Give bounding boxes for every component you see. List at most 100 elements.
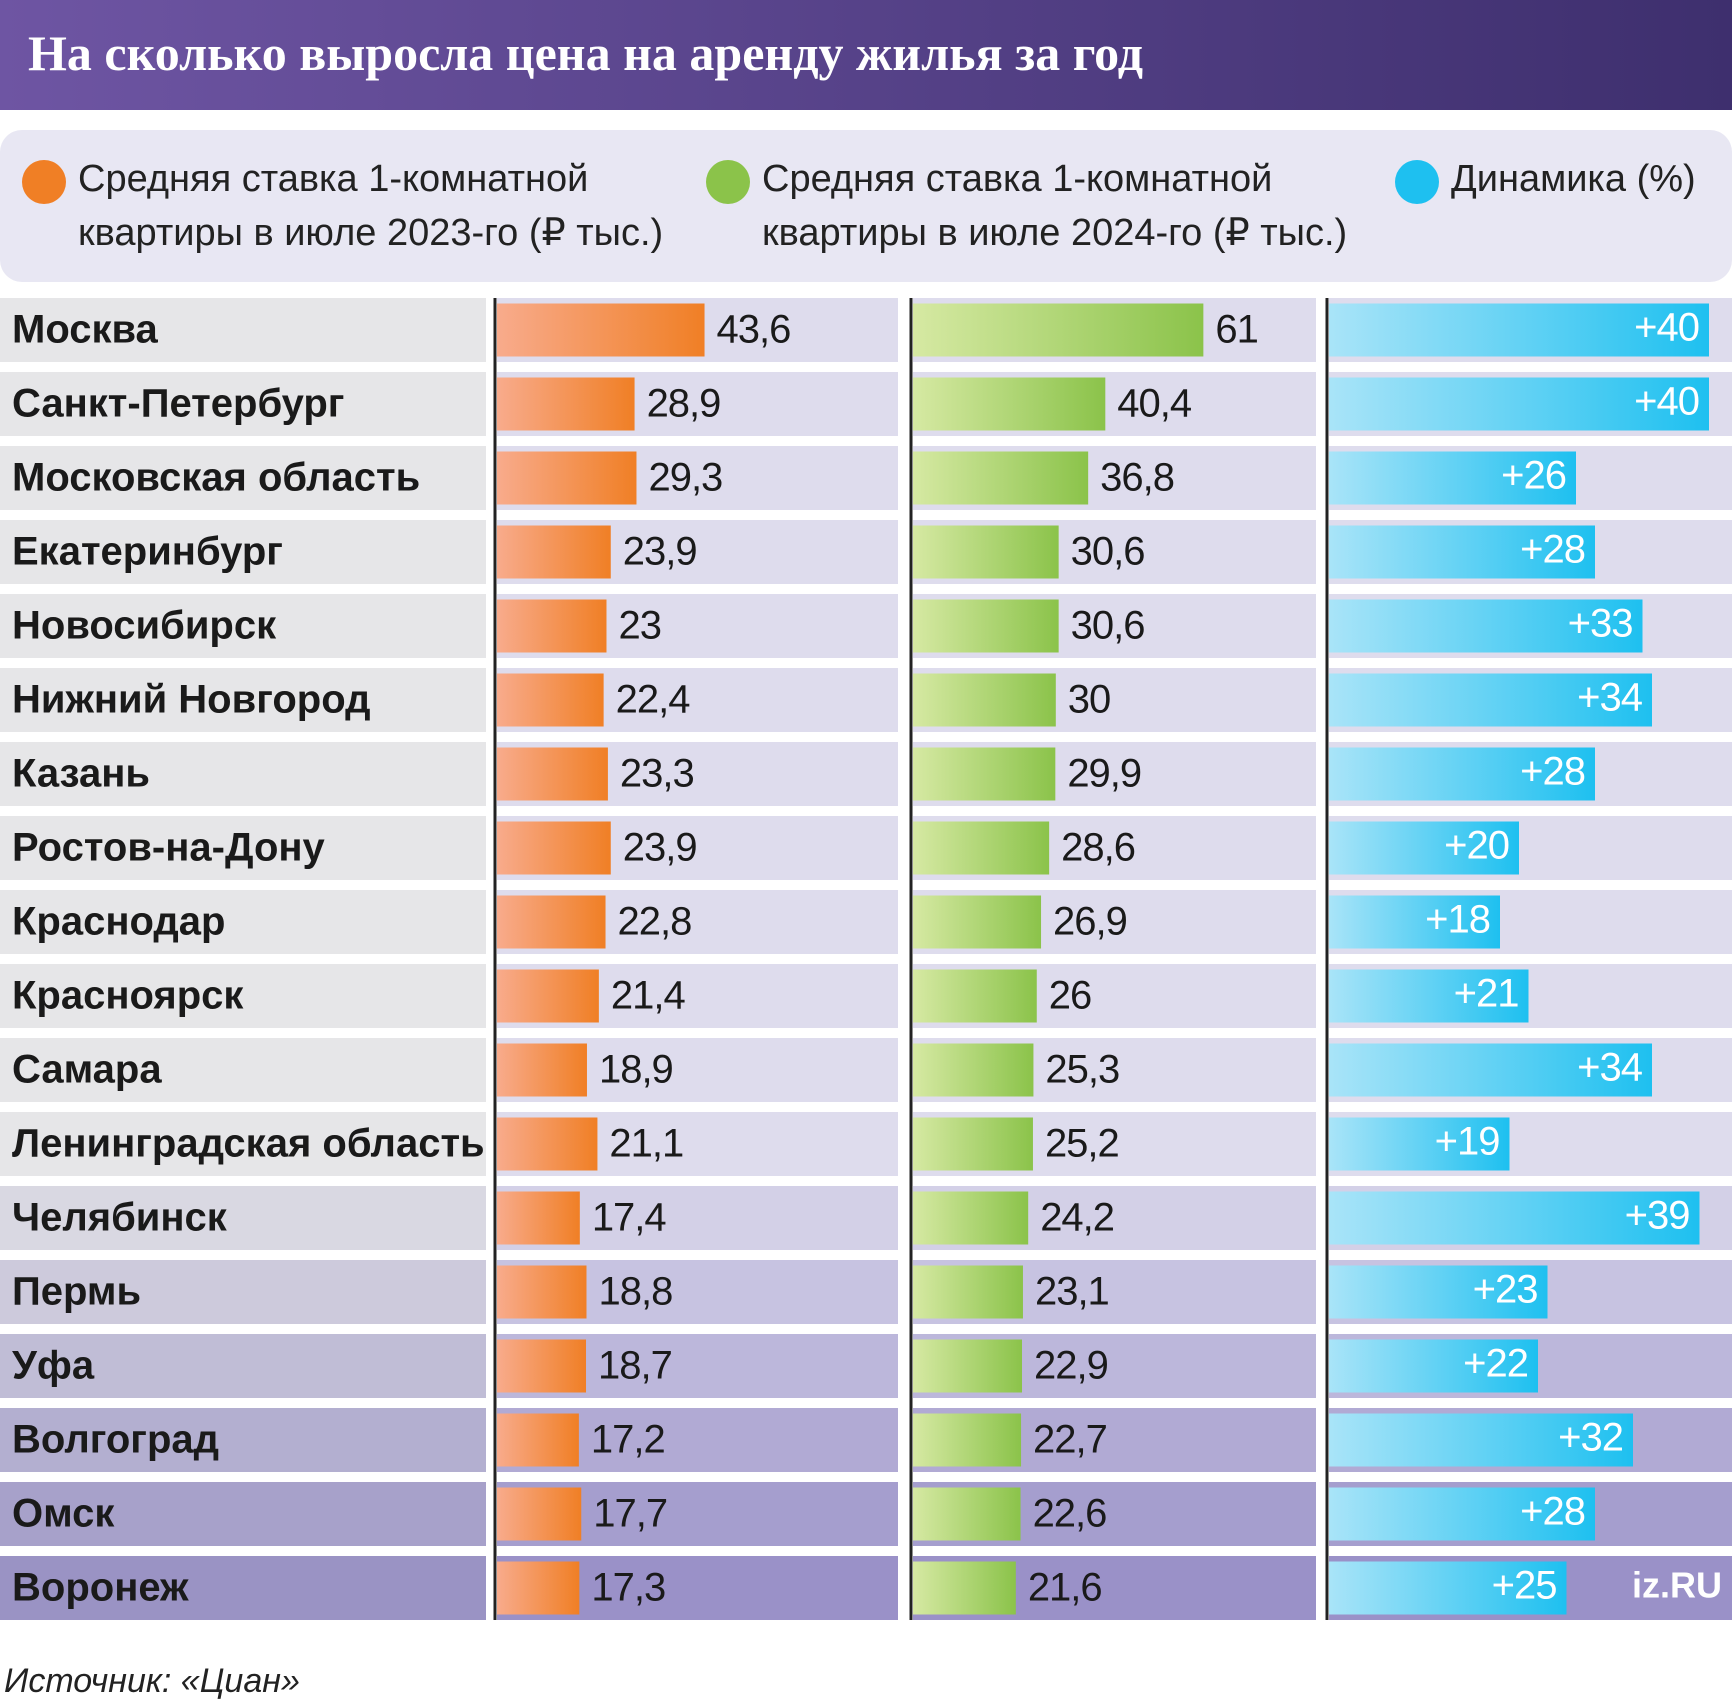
category-label: Самара <box>12 1048 162 1092</box>
value-label: +33 <box>1568 602 1633 646</box>
category-label: Ростов-на-Дону <box>12 826 326 870</box>
value-label: 23,9 <box>623 826 697 870</box>
value-label: 22,9 <box>1034 1344 1108 1388</box>
value-label: +26 <box>1501 454 1566 498</box>
bar <box>497 1117 598 1171</box>
bar <box>913 377 1106 431</box>
value-label: 26,9 <box>1053 900 1127 944</box>
legend-label: Динамика (%) <box>1451 158 1696 200</box>
value-label: 22,7 <box>1033 1418 1107 1462</box>
category-label: Ленинградская область <box>12 1122 485 1166</box>
legend-label: Средняя ставка 1-комнатной квартиры в ию… <box>78 158 664 254</box>
value-label: +25 <box>1492 1564 1557 1608</box>
category-label: Казань <box>12 752 150 796</box>
value-label: 22,6 <box>1033 1492 1107 1536</box>
bar <box>497 747 608 801</box>
bar <box>1329 1413 1633 1467</box>
value-label: +34 <box>1577 1046 1643 1090</box>
value-label: 18,7 <box>598 1344 672 1388</box>
value-label: +18 <box>1425 898 1490 942</box>
legend-swatch <box>22 160 66 204</box>
row-stripe <box>0 1556 486 1620</box>
row-stripe <box>0 964 486 1028</box>
bar <box>497 969 599 1023</box>
value-label: 26 <box>1049 974 1092 1018</box>
category-label: Воронеж <box>12 1566 189 1610</box>
chart-title: На сколько выросла цена на аренду жилья … <box>0 0 1732 110</box>
row-stripe <box>0 594 486 658</box>
bar <box>913 1561 1016 1615</box>
value-label: 43,6 <box>717 308 791 352</box>
bar <box>497 1339 587 1393</box>
row-stripe <box>0 372 486 436</box>
bar <box>1329 1117 1510 1171</box>
bar <box>1329 1487 1595 1541</box>
bar <box>497 1561 580 1615</box>
bar <box>497 303 705 357</box>
bar <box>1329 969 1529 1023</box>
category-label: Краснодар <box>12 900 225 944</box>
bar <box>497 451 637 505</box>
bar <box>913 1339 1023 1393</box>
bar <box>497 1413 579 1467</box>
bar <box>913 1117 1033 1171</box>
category-label: Уфа <box>12 1344 95 1388</box>
bar <box>913 1191 1029 1245</box>
bar <box>913 1043 1034 1097</box>
value-label: 24,2 <box>1040 1196 1114 1240</box>
bar <box>913 969 1037 1023</box>
value-label: +23 <box>1473 1268 1538 1312</box>
legend-label: Средняя ставка 1-комнатной квартиры в ию… <box>762 158 1348 254</box>
bar <box>1329 525 1595 579</box>
bar <box>1329 1265 1548 1319</box>
bar <box>913 895 1042 949</box>
bar <box>913 747 1056 801</box>
value-label: 22,8 <box>618 900 692 944</box>
row-stripe <box>0 1260 486 1324</box>
value-label: 18,8 <box>598 1270 672 1314</box>
bar <box>1329 303 1709 357</box>
value-label: 17,4 <box>592 1196 667 1240</box>
category-label: Москва <box>12 308 159 352</box>
value-label: 25,2 <box>1045 1122 1119 1166</box>
row-stripe <box>0 520 486 584</box>
bar <box>1329 599 1643 653</box>
legend: Средняя ставка 1-комнатной квартиры в ию… <box>0 130 1732 282</box>
value-label: +22 <box>1463 1342 1528 1386</box>
category-label: Челябинск <box>12 1196 228 1240</box>
bar <box>913 1265 1023 1319</box>
bar <box>497 1487 582 1541</box>
value-label: 30,6 <box>1071 530 1145 574</box>
value-label: 21,6 <box>1028 1566 1102 1610</box>
chart: Москва 43,6 61 +40 Санкт-Петербург 28,9 40,4 +4… <box>0 298 1732 1620</box>
bar <box>1329 895 1500 949</box>
value-label: 40,4 <box>1117 382 1192 426</box>
value-label: +28 <box>1520 750 1585 794</box>
bar <box>1329 1339 1538 1393</box>
bar <box>1329 821 1519 875</box>
row-stripe <box>0 890 486 954</box>
logo: iz.RU <box>1632 1565 1722 1606</box>
value-label: +32 <box>1558 1416 1623 1460</box>
row-stripe <box>0 816 486 880</box>
value-label: +40 <box>1634 380 1699 424</box>
value-label: +20 <box>1444 824 1509 868</box>
bar <box>913 303 1204 357</box>
row-stripe <box>0 1112 486 1176</box>
value-label: +39 <box>1625 1194 1690 1238</box>
category-label: Новосибирск <box>12 604 277 648</box>
source: Источник: «Циан» <box>4 1662 300 1700</box>
value-label: 17,3 <box>591 1566 665 1610</box>
bar <box>1329 1043 1652 1097</box>
value-label: 17,7 <box>593 1492 667 1536</box>
category-label: Санкт-Петербург <box>12 382 344 426</box>
value-label: 29,3 <box>648 456 722 500</box>
legend-swatch <box>706 160 750 204</box>
bar <box>913 599 1059 653</box>
value-label: +28 <box>1520 528 1585 572</box>
value-label: +19 <box>1435 1120 1500 1164</box>
category-label: Омск <box>12 1492 115 1536</box>
category-label: Нижний Новгород <box>12 678 371 722</box>
bar <box>497 821 611 875</box>
